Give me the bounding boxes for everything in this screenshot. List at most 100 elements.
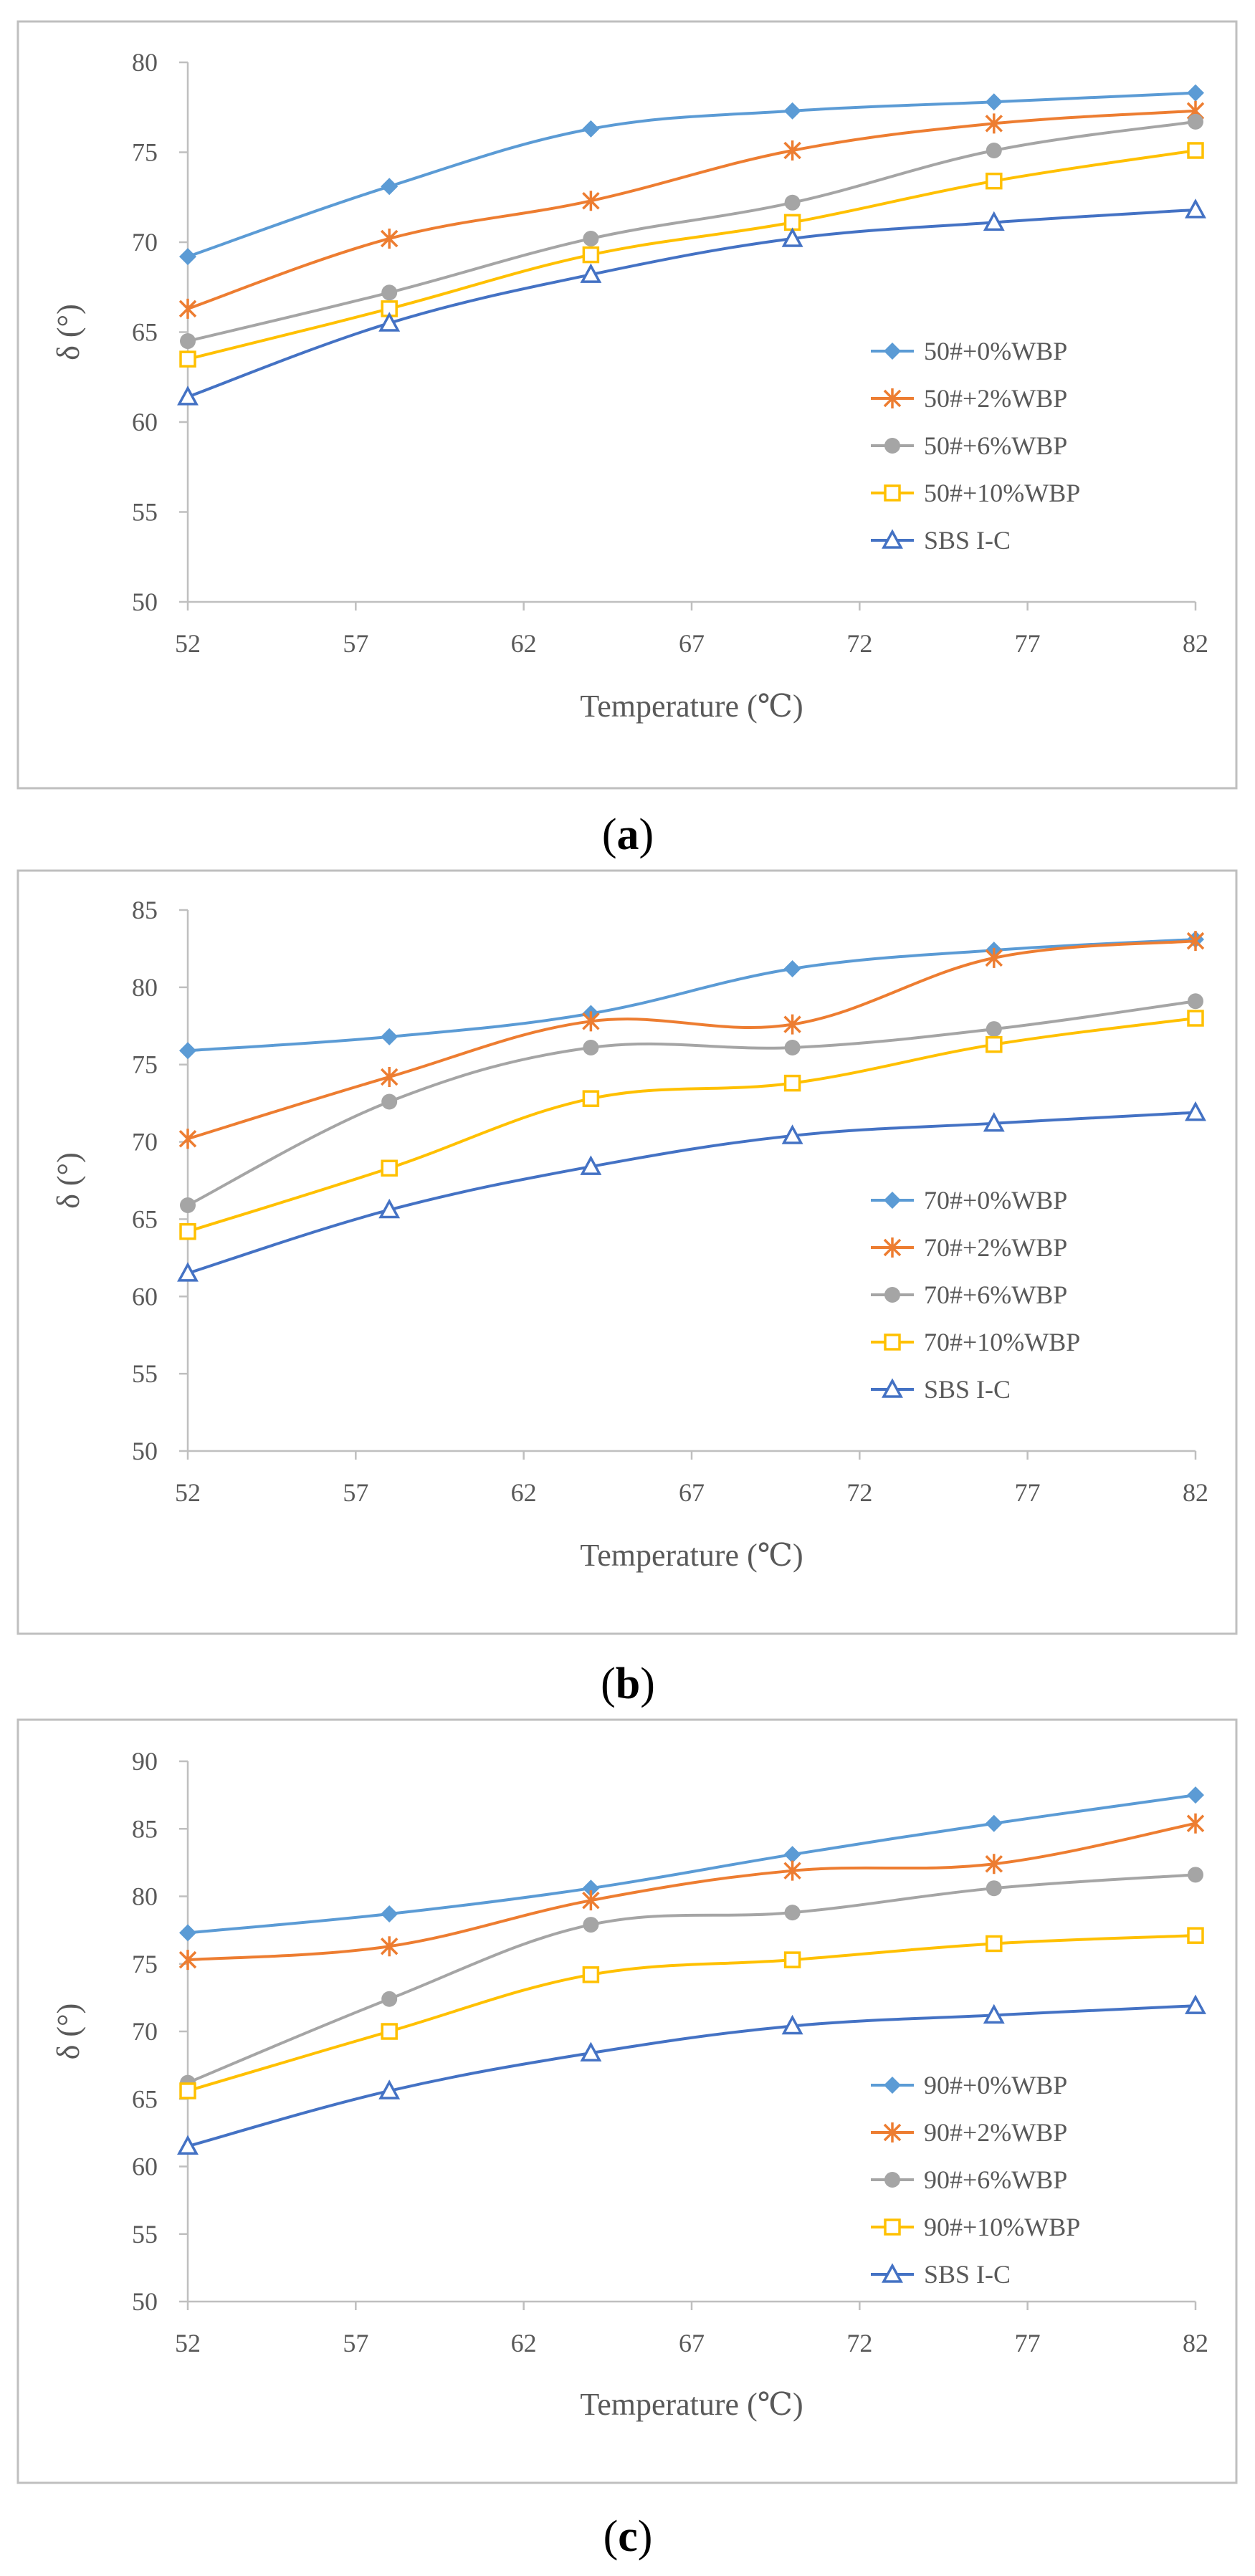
x-tick-label: 82 [1183, 629, 1208, 658]
y-tick-label: 75 [132, 1050, 158, 1079]
y-tick-label: 75 [132, 1950, 158, 1978]
data-point [983, 1112, 1005, 1132]
chart-panel-b: 50 55 60 65 70 75 80 85 52 57 62 67 72 77 82 Temperatur… [16, 869, 1238, 1635]
y-tick-label: 75 [132, 138, 158, 167]
chart-frame [16, 1718, 1238, 2484]
y-tick-label: 60 [132, 408, 158, 436]
series-70#+6%WBP [180, 993, 1203, 1214]
data-point [378, 312, 401, 332]
data-point [783, 1860, 801, 1881]
x-tick-label: 77 [1015, 629, 1041, 658]
data-point [986, 172, 1003, 190]
legend-label: 90#+10%WBP [924, 2213, 1080, 2241]
series-SBS I-C [177, 1101, 1206, 1282]
data-point [381, 1905, 399, 1923]
data-point [177, 2135, 199, 2155]
legend-marker [883, 388, 902, 408]
x-tick-label: 57 [343, 2329, 368, 2357]
legend-item: 70#+6%WBP [871, 1280, 1067, 1309]
legend-marker [884, 2077, 901, 2094]
series-90#+10%WBP [179, 1927, 1204, 2099]
data-point [783, 140, 801, 161]
x-tick-label: 72 [846, 1478, 872, 1507]
data-point [179, 1924, 196, 1942]
data-point [783, 102, 801, 120]
legend-marker [884, 438, 900, 454]
legend-item: 50#+2%WBP [871, 384, 1067, 413]
y-tick-label: 80 [132, 48, 158, 77]
legend-item: SBS I-C [871, 526, 1011, 555]
series-line [187, 208, 1196, 398]
y-tick-label: 70 [132, 228, 158, 257]
legend-label: 90#+0%WBP [924, 2071, 1067, 2099]
series-line [187, 1794, 1196, 1935]
caption-letter: c [618, 2512, 638, 2561]
data-point [381, 178, 399, 196]
data-point [986, 1935, 1003, 1953]
data-point [381, 1159, 398, 1177]
data-point [177, 1262, 199, 1282]
data-point [1187, 1010, 1204, 1027]
series-50#+2%WBP [178, 100, 1205, 319]
series-line [187, 1873, 1196, 2084]
chart-panel-c: 50 55 60 65 70 75 80 85 90 52 57 62 67 72 77 82 Temperat… [16, 1718, 1238, 2484]
caption-paren-close: ) [639, 810, 654, 859]
data-point [378, 1198, 401, 1219]
x-tick-label: 77 [1015, 1478, 1041, 1507]
data-point [781, 227, 803, 247]
data-point [985, 1814, 1003, 1832]
data-point [582, 1880, 600, 1897]
data-point [381, 284, 398, 301]
data-point [1188, 993, 1203, 1010]
data-point [580, 263, 602, 283]
data-point [985, 93, 1003, 111]
legend-label: 50#+2%WBP [924, 384, 1067, 413]
data-point [381, 2023, 398, 2040]
series-line [187, 109, 1196, 310]
series-70#+10%WBP [179, 1010, 1204, 1240]
data-point [582, 1090, 600, 1107]
data-point [179, 1042, 196, 1060]
data-point [179, 248, 196, 266]
y-tick-label: 65 [132, 1205, 158, 1233]
x-tick-label: 67 [679, 1478, 705, 1507]
legend-marker [884, 2218, 901, 2236]
y-tick-label: 65 [132, 318, 158, 347]
data-point [583, 1039, 599, 1055]
legend-label: 90#+6%WBP [924, 2165, 1067, 2194]
data-point [1185, 1994, 1206, 2014]
data-point [986, 1880, 1002, 1897]
data-point [380, 1066, 399, 1087]
series-50#+0%WBP [179, 84, 1204, 266]
y-tick-label: 55 [132, 498, 158, 527]
x-tick-label: 72 [846, 629, 872, 658]
data-point [582, 191, 600, 211]
panel-caption: (a) [602, 810, 654, 859]
legend-item: 90#+10%WBP [871, 2213, 1080, 2241]
legend-label: 90#+2%WBP [924, 2118, 1067, 2147]
legend-item: 90#+6%WBP [871, 2165, 1067, 2194]
x-tick-label: 57 [343, 629, 368, 658]
data-point [583, 230, 599, 246]
data-point [983, 2003, 1005, 2024]
series-line [187, 1111, 1196, 1275]
legend-marker [884, 484, 901, 502]
data-point [179, 2082, 196, 2099]
data-point [180, 333, 196, 350]
data-point [1187, 84, 1204, 102]
data-point [381, 1028, 399, 1045]
caption-paren-open: ( [603, 2512, 619, 2561]
series-line [187, 91, 1196, 258]
series-50#+6%WBP [180, 113, 1203, 350]
legend-label: 50#+6%WBP [924, 431, 1067, 460]
data-point [986, 1021, 1002, 1038]
y-tick-label: 70 [132, 2017, 158, 2046]
chart-panel-a: 50 55 60 65 70 75 80 52 57 62 67 72 77 82 Temperature … [16, 20, 1238, 790]
legend-marker [884, 2172, 900, 2188]
y-tick-label: 55 [132, 1359, 158, 1388]
legend-item: 50#+10%WBP [871, 479, 1080, 507]
legend-label: 70#+6%WBP [924, 1280, 1067, 1309]
data-point [1186, 931, 1205, 952]
data-point [1185, 198, 1206, 219]
legend-item: 90#+0%WBP [871, 2071, 1067, 2099]
